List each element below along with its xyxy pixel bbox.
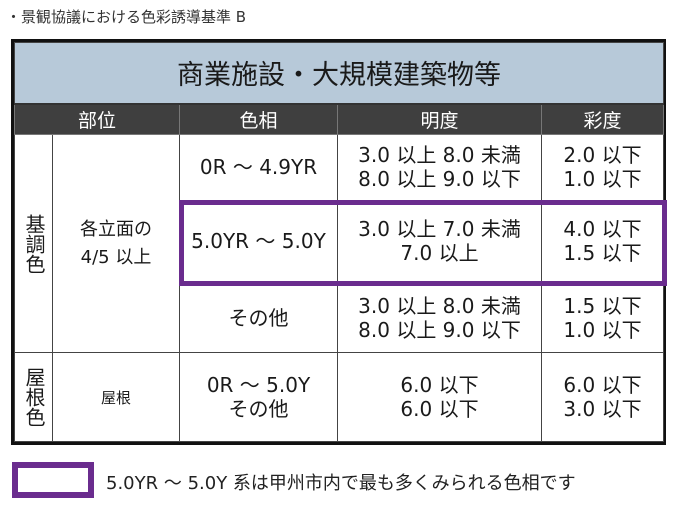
header-chroma: 彩度 [541,103,664,135]
table-row: 基調色 各立面の 4/5 以上 0R 〜 4.9YR 3.0 以上 8.0 未満… [14,133,664,354]
part-label-base: 基調色 [22,213,46,274]
part-cell-roof: 屋根色 [14,352,53,442]
caption: ・景観協議における色彩誘導基準 B [6,8,247,26]
value-cell: 6.0 以下 6.0 以下 [337,352,542,442]
chroma-cell: 6.0 以下 3.0 以下 [541,352,664,442]
hue-cell: その他 [179,282,338,354]
header-value: 明度 [337,103,542,135]
table-row: 屋根色 屋根 0R 〜 5.0Y その他 6.0 以下 6.0 以下 6.0 以… [14,352,664,442]
legend-text: 5.0YR 〜 5.0Y 系は甲州市内で最も多くみられる色相です [106,473,576,494]
table-row: その他 3.0 以上 8.0 未満 8.0 以上 9.0 以下 1.5 以下 1… [15,282,664,354]
part-cell-base: 基調色 [14,133,53,354]
color-guideline-table: 商業施設・大規模建築物等 部位 色相 明度 彩度 基調色 各立面の 4/5 以上… [11,39,666,445]
header-part: 部位 [14,103,180,135]
legend-swatch [12,462,94,498]
chroma-cell: 2.0 以下 1.0 以下 [541,133,664,201]
chroma-cell: 1.5 以下 1.0 以下 [541,282,664,354]
value-cell: 3.0 以上 8.0 未満 8.0 以上 9.0 以下 [337,282,542,354]
value-cell: 3.0 以上 7.0 未満 7.0 以上 [337,199,542,284]
chroma-cell: 4.0 以下 1.5 以下 [541,199,664,284]
hue-cell: 5.0YR 〜 5.0Y [179,199,338,284]
location-cell-roof: 屋根 [52,352,180,442]
hue-cell: 0R 〜 4.9YR [179,133,338,201]
hue-cell: 0R 〜 5.0Y その他 [179,352,338,442]
table-title: 商業施設・大規模建築物等 [14,41,664,105]
location-cell-base: 各立面の 4/5 以上 [52,133,180,354]
part-label-roof: 屋根色 [22,367,46,428]
value-cell: 3.0 以上 8.0 未満 8.0 以上 9.0 以下 [337,133,542,201]
table-row: 5.0YR 〜 5.0Y 3.0 以上 7.0 未満 7.0 以上 4.0 以下… [15,199,664,284]
header-hue: 色相 [179,103,338,135]
